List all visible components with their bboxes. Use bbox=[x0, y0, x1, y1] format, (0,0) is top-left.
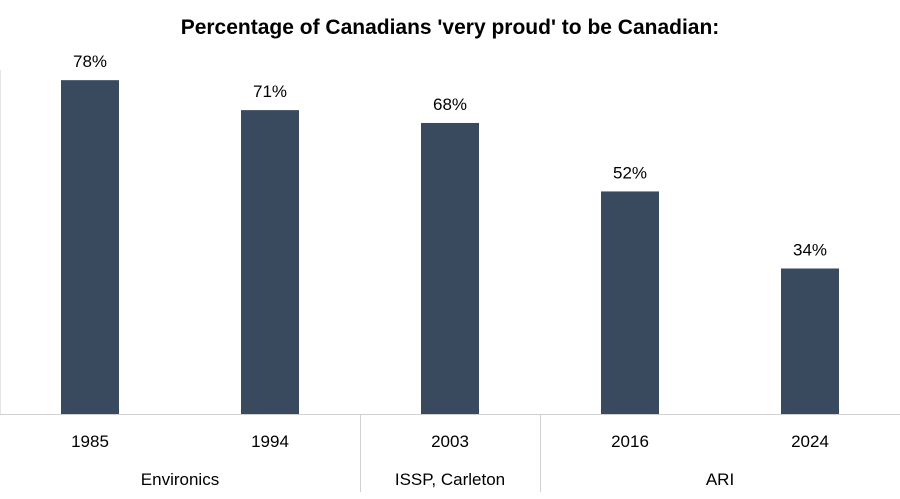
data-label-1994: 71% bbox=[253, 82, 287, 101]
x-tick-label-1994: 1994 bbox=[251, 432, 289, 451]
x-tick-label-2003: 2003 bbox=[431, 432, 469, 451]
x-tick-label-1985: 1985 bbox=[71, 432, 109, 451]
bar-2003 bbox=[421, 122, 479, 415]
x-tick-label-2016: 2016 bbox=[611, 432, 649, 451]
bar-2024 bbox=[781, 268, 839, 414]
bar-1994 bbox=[241, 110, 299, 415]
group-label-2: ARI bbox=[706, 470, 734, 489]
data-label-2003: 68% bbox=[433, 95, 467, 114]
chart-title: Percentage of Canadians 'very proud' to … bbox=[180, 16, 720, 39]
x-tick-label-2024: 2024 bbox=[791, 432, 829, 451]
bar-2016 bbox=[601, 191, 659, 414]
data-label-2024: 34% bbox=[793, 240, 827, 259]
data-label-1985: 78% bbox=[73, 52, 107, 71]
group-label-1: ISSP, Carleton bbox=[395, 470, 505, 489]
data-label-2016: 52% bbox=[613, 163, 647, 182]
group-label-0: Environics bbox=[141, 470, 219, 489]
bar-1985 bbox=[61, 80, 119, 414]
